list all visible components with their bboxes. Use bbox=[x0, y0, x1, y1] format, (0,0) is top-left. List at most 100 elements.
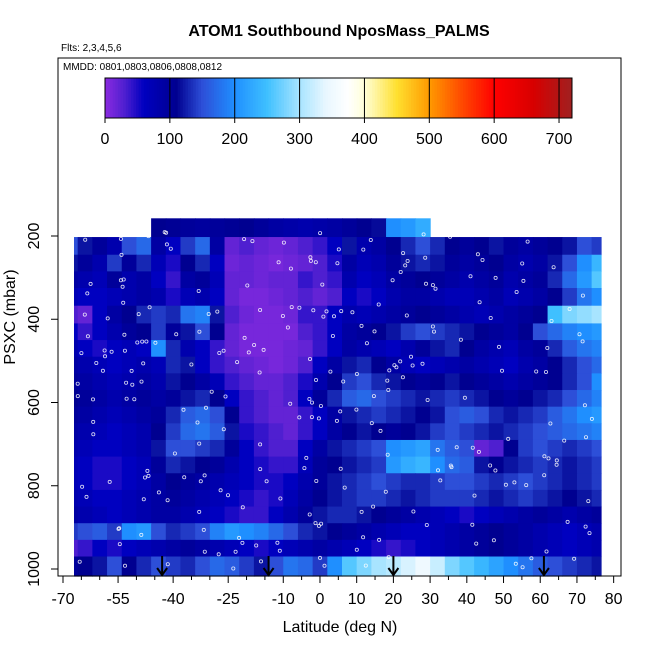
heatmap-cell bbox=[400, 323, 417, 341]
heatmap-cell bbox=[209, 439, 226, 458]
heatmap-cell bbox=[415, 439, 431, 458]
y-tick-label: 1000 bbox=[26, 551, 43, 587]
sample-marker bbox=[141, 497, 146, 502]
sample-marker bbox=[123, 563, 128, 568]
sample-marker bbox=[496, 344, 501, 349]
heatmap-cell bbox=[121, 323, 138, 341]
colorbar-segment bbox=[213, 78, 218, 118]
heatmap-cell bbox=[371, 271, 387, 289]
colorbar-segment bbox=[234, 78, 238, 118]
heatmap-cell bbox=[591, 489, 602, 508]
sample-marker bbox=[562, 438, 567, 443]
heatmap-cell bbox=[474, 406, 490, 424]
sample-marker bbox=[285, 325, 290, 330]
heatmap-cell bbox=[195, 473, 211, 491]
sample-marker bbox=[91, 432, 96, 437]
sample-marker bbox=[318, 403, 323, 408]
heatmap-cell bbox=[503, 305, 519, 325]
heatmap-cell bbox=[342, 288, 358, 307]
heatmap-cell bbox=[430, 489, 446, 508]
heatmap-cell bbox=[386, 305, 402, 325]
heatmap-cell bbox=[165, 556, 182, 577]
sample-marker bbox=[307, 396, 312, 401]
colorbar-segment bbox=[411, 78, 415, 118]
heatmap-cell bbox=[342, 439, 358, 458]
heatmap-cell bbox=[547, 288, 563, 307]
heatmap-cell bbox=[253, 340, 270, 358]
sample-marker bbox=[525, 239, 530, 244]
sample-marker bbox=[277, 548, 282, 553]
heatmap-cell bbox=[327, 489, 343, 508]
sample-marker bbox=[304, 455, 309, 460]
heatmap-cell bbox=[474, 356, 490, 374]
heatmap-cell bbox=[576, 288, 593, 307]
sample-marker bbox=[405, 258, 410, 263]
heatmap-cell bbox=[165, 323, 182, 341]
heatmap-cell bbox=[224, 356, 240, 374]
heatmap-cell bbox=[532, 323, 549, 341]
heatmap-cell bbox=[415, 237, 431, 256]
colorbar-segment bbox=[188, 78, 192, 118]
heatmap-cell bbox=[239, 288, 255, 307]
heatmap-cell bbox=[92, 473, 108, 491]
colorbar-segment bbox=[250, 78, 254, 118]
heatmap-cell bbox=[195, 323, 211, 341]
sample-marker bbox=[544, 369, 549, 374]
sample-marker bbox=[146, 473, 151, 478]
colorbar-segment bbox=[364, 78, 368, 118]
heatmap-cell bbox=[107, 456, 123, 474]
heatmap-cell bbox=[224, 271, 240, 289]
heatmap-cell bbox=[239, 423, 255, 441]
colorbar-segment bbox=[470, 78, 474, 118]
colorbar-segment bbox=[226, 78, 231, 118]
heatmap-cell bbox=[136, 305, 152, 325]
heatmap-cell bbox=[356, 271, 372, 289]
sample-marker bbox=[328, 369, 333, 374]
heatmap-cell bbox=[268, 456, 284, 474]
sample-marker bbox=[75, 381, 80, 386]
colorbar-segment bbox=[200, 78, 205, 118]
heatmap-cell bbox=[415, 423, 431, 441]
heatmap-cell bbox=[488, 473, 505, 491]
heatmap-cell bbox=[547, 254, 563, 272]
heatmap-cell bbox=[312, 305, 328, 325]
heatmap-cell bbox=[547, 556, 563, 577]
heatmap-cell bbox=[474, 539, 490, 558]
heatmap-cell bbox=[253, 489, 270, 508]
colorbar-segment bbox=[387, 78, 391, 118]
heatmap-cell bbox=[547, 539, 563, 558]
colorbar-segment bbox=[377, 78, 381, 118]
heatmap-cell bbox=[488, 323, 505, 341]
heatmap-cell bbox=[591, 237, 602, 256]
heatmap-cell bbox=[386, 456, 402, 474]
sample-marker bbox=[221, 427, 226, 432]
heatmap-cell bbox=[253, 406, 270, 424]
colorbar-segment bbox=[486, 78, 490, 118]
heatmap-cell bbox=[209, 523, 226, 541]
heatmap-cell bbox=[107, 340, 123, 358]
heatmap-cell bbox=[327, 456, 343, 474]
sample-marker bbox=[79, 351, 84, 356]
heatmap-cell bbox=[195, 406, 211, 424]
heatmap-cell bbox=[518, 423, 534, 441]
sample-marker bbox=[542, 473, 547, 478]
heatmap-cell bbox=[283, 373, 299, 391]
colorbar-segment bbox=[141, 78, 145, 118]
sample-marker bbox=[80, 484, 85, 489]
heatmap-cell bbox=[386, 288, 402, 307]
sample-marker bbox=[140, 339, 145, 344]
heatmap-cell bbox=[165, 373, 182, 391]
sample-marker bbox=[139, 532, 144, 537]
heatmap-cell bbox=[356, 323, 372, 341]
colorbar-segment bbox=[211, 78, 215, 118]
heatmap-cells bbox=[74, 218, 602, 577]
heatmap-cell bbox=[342, 237, 358, 256]
heatmap-cell bbox=[474, 523, 490, 541]
heatmap-cell bbox=[107, 305, 123, 325]
sample-marker bbox=[85, 334, 90, 339]
heatmap-cell bbox=[518, 288, 534, 307]
x-tick-label: -10 bbox=[272, 591, 295, 608]
x-tick-label: -55 bbox=[107, 591, 130, 608]
sample-marker bbox=[197, 441, 202, 446]
heatmap-cell bbox=[400, 271, 417, 289]
